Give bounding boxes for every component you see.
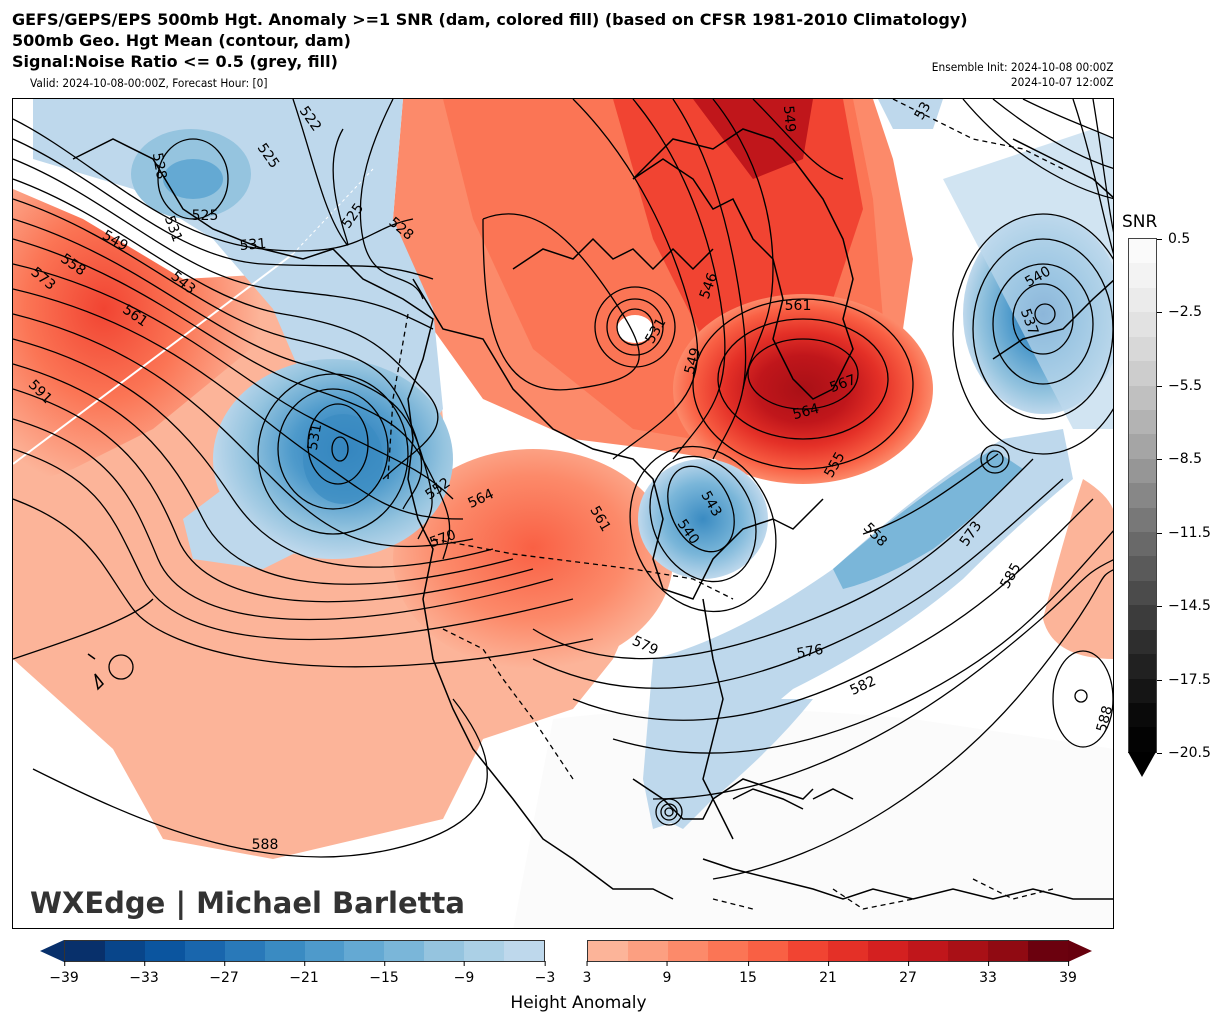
title-line-2: 500mb Geo. Hgt Mean (contour, dam) — [12, 31, 351, 50]
watermark: WXEdge | Michael Barletta — [30, 886, 465, 920]
colorbar-tick: 15 — [739, 961, 757, 986]
colorbar-segment — [1129, 483, 1156, 508]
valid-time: Valid: 2024-10-08-00:00Z, Forecast Hour:… — [30, 76, 268, 90]
snr-colorbar-extend-arrow — [1128, 752, 1156, 777]
contour-label: 53 — [912, 99, 935, 122]
colorbar-segment — [1129, 336, 1156, 362]
title-line-3: Signal:Noise Ratio <= 0.5 (grey, fill) — [12, 52, 338, 71]
coastlines — [72, 128, 1113, 900]
colorbar-segment — [1129, 287, 1156, 313]
contour-label: 588 — [1094, 704, 1114, 734]
borders — [387, 99, 1064, 910]
colorbar-segment — [1129, 458, 1156, 484]
colorbar-tick: 39 — [1059, 961, 1077, 986]
colorbar-segment — [264, 941, 305, 961]
colorbar-segment — [1129, 605, 1156, 630]
colorbar-segment — [1129, 580, 1156, 606]
colorbar-segment — [1129, 263, 1156, 288]
colorbar-segment — [104, 941, 145, 961]
colorbar-segment — [628, 941, 668, 961]
contour-label: 549 — [780, 105, 798, 133]
colorbar-segment — [1129, 385, 1156, 410]
colorbar-segment — [1129, 507, 1156, 533]
map-panel: 522 525 528 525 531 531 525 528 549 558 573 543 561 5… — [12, 98, 1114, 929]
colorbar-segment — [384, 941, 425, 961]
colorbar-tick: −27 — [209, 961, 239, 986]
colorbar-segment — [1129, 361, 1156, 386]
colorbar-tick: −3 — [535, 961, 555, 986]
colorbar-segment — [1129, 556, 1156, 581]
colorbar-segment — [868, 941, 908, 961]
colorbar-segment — [344, 941, 385, 961]
contour-label: 576 — [795, 642, 824, 662]
colorbar-tick: 9 — [663, 961, 671, 986]
colorbar-segment — [1129, 703, 1156, 728]
colorbar-tick: 3 — [583, 961, 591, 986]
colorbar-segment — [1129, 678, 1156, 704]
colorbar-tick: −9 — [454, 961, 474, 986]
contour-label: 561 — [785, 298, 812, 314]
colorbar-segment — [504, 941, 545, 961]
colorbar-segment — [1129, 727, 1156, 752]
colorbar-segment — [948, 941, 988, 961]
colorbar-tick: −21 — [289, 961, 319, 986]
colorbar-segment — [184, 941, 225, 961]
colorbar-tick: 33 — [979, 961, 997, 986]
colorbar-tick: −33 — [129, 961, 159, 986]
contour-label: 531 — [305, 422, 325, 451]
colorbar-segment — [464, 941, 505, 961]
positive-colorbar-extend-arrow — [1068, 940, 1092, 962]
colorbar-tick: 21 — [819, 961, 837, 986]
contour-label: 549 — [682, 346, 704, 376]
colorbar-segment — [1129, 654, 1156, 679]
snr-colorbar — [1128, 238, 1157, 753]
colorbar-segment — [788, 941, 828, 961]
colorbar-segment — [144, 941, 185, 961]
colorbar-segment — [1129, 312, 1156, 337]
colorbar-segment — [1028, 941, 1068, 961]
colorbar-segment — [588, 941, 628, 961]
snr-colorbar-title: SNR — [1122, 212, 1158, 232]
colorbar-label: Height Anomaly — [510, 993, 647, 1013]
negative-colorbar-extend-arrow — [40, 940, 64, 962]
colorbar-segment — [1129, 629, 1156, 655]
contour-label: 525 — [192, 208, 219, 224]
colorbar-segment — [224, 941, 265, 961]
colorbar-segment — [424, 941, 465, 961]
contour-label: 528 — [149, 151, 169, 180]
contour-label: 564 — [791, 401, 821, 423]
ensemble-init: Ensemble Init: 2024-10-08 00:00Z 2024-10… — [931, 60, 1113, 90]
ensemble-init-line-2: 2024-10-07 12:00Z — [1010, 75, 1113, 89]
colorbar-segment — [748, 941, 788, 961]
positive-anomaly-colorbar — [587, 940, 1069, 962]
colorbar-tick: −39 — [49, 961, 79, 986]
contour-label: 531 — [239, 236, 267, 254]
colorbar-segment — [1129, 409, 1156, 435]
colorbar-tick: −15 — [369, 961, 399, 986]
colorbar-segment — [304, 941, 345, 961]
colorbar-segment — [828, 941, 868, 961]
colorbar-segment — [1129, 434, 1156, 459]
colorbar-segment — [988, 941, 1028, 961]
colorbar-segment — [708, 941, 748, 961]
title-line-1: GEFS/GEPS/EPS 500mb Hgt. Anomaly >=1 SNR… — [12, 10, 968, 29]
colorbar-tick: 27 — [899, 961, 917, 986]
ensemble-init-line-1: Ensemble Init: 2024-10-08 00:00Z — [931, 60, 1113, 74]
colorbar-segment — [908, 941, 948, 961]
negative-anomaly-colorbar — [64, 940, 545, 962]
colorbar-segment — [1129, 239, 1156, 264]
colorbar-segment — [1129, 532, 1156, 557]
colorbar-segment — [65, 941, 105, 961]
colorbar-segment — [668, 941, 708, 961]
contour-label: 588 — [252, 837, 279, 853]
